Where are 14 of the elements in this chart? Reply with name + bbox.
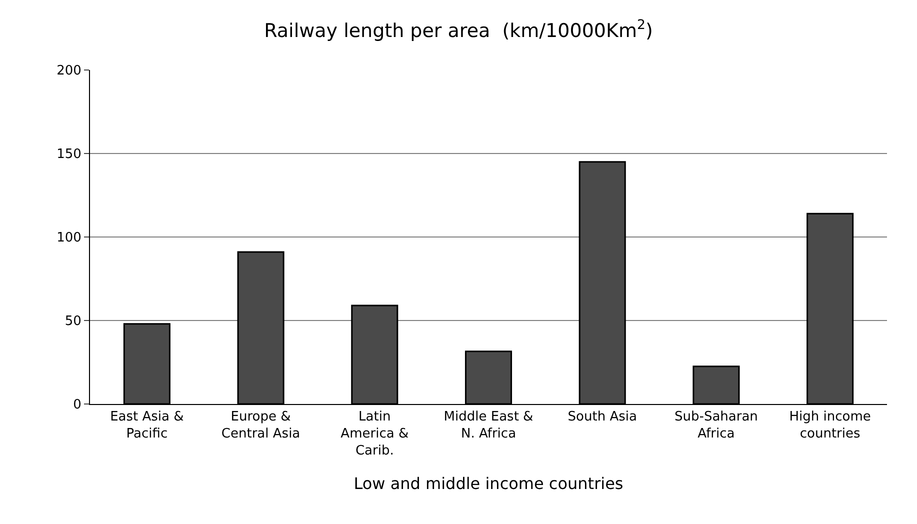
y-tick-label: 0 [73,398,82,413]
x-tick-label: High income countries [789,410,871,442]
x-tick-label: Middle East & N. Africa [444,410,534,442]
y-tick-label: 100 [56,230,82,246]
x-tick-label: South Asia [568,410,637,425]
x-tick-label: Europe & Central Asia [221,410,300,442]
x-tick-label: East Asia & Pacific [110,410,184,442]
y-tick-label: 200 [56,64,82,79]
x-tick-label: Sub-Saharan Africa [674,410,758,442]
y-tick-label: 50 [64,314,82,330]
x-tick-label: Latin America & Carib. [340,410,409,458]
y-tick-label: 150 [56,147,82,162]
chart-title: Railway length per area (km/10000Km$^{2}$) [264,18,653,42]
x-axis-title: Low and middle income countries [354,474,624,494]
